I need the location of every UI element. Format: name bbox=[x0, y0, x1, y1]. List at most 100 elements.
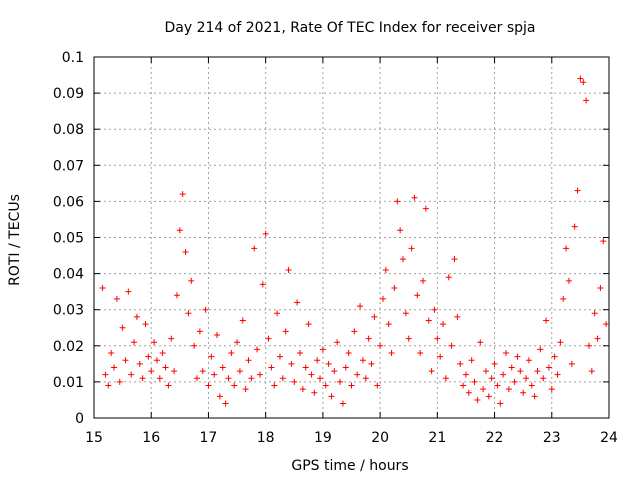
data-point bbox=[420, 277, 427, 284]
data-point bbox=[248, 375, 255, 382]
data-point bbox=[494, 382, 501, 389]
x-tick-label: 19 bbox=[314, 430, 332, 446]
data-point bbox=[199, 368, 206, 375]
data-point bbox=[534, 368, 541, 375]
y-tick-label: 0 bbox=[75, 411, 84, 427]
data-point bbox=[256, 371, 263, 378]
data-point bbox=[285, 266, 292, 273]
data-point bbox=[291, 378, 298, 385]
data-point bbox=[196, 328, 203, 335]
data-point bbox=[122, 357, 129, 364]
data-point bbox=[474, 396, 481, 403]
data-point bbox=[508, 364, 515, 371]
data-point bbox=[99, 285, 106, 292]
data-point bbox=[557, 339, 564, 346]
axis-ticks bbox=[93, 56, 610, 419]
data-point bbox=[574, 187, 581, 194]
data-point bbox=[211, 371, 218, 378]
data-point bbox=[531, 393, 538, 400]
grid bbox=[94, 57, 609, 418]
x-tick-label: 23 bbox=[543, 430, 561, 446]
data-point bbox=[254, 346, 261, 353]
data-point bbox=[445, 274, 452, 281]
data-point bbox=[368, 360, 375, 367]
data-point bbox=[179, 191, 186, 198]
data-point bbox=[297, 350, 303, 357]
x-axis-label: GPS time / hours bbox=[291, 458, 408, 474]
data-point bbox=[537, 346, 544, 353]
data-point bbox=[565, 277, 572, 284]
data-point bbox=[422, 205, 429, 212]
data-point bbox=[491, 360, 498, 367]
data-point bbox=[600, 238, 607, 245]
data-point bbox=[242, 386, 249, 393]
data-point bbox=[517, 368, 524, 375]
data-points bbox=[99, 75, 610, 407]
x-tick-label: 22 bbox=[486, 430, 504, 446]
data-point bbox=[105, 382, 112, 389]
x-tick-label: 16 bbox=[142, 430, 160, 446]
data-point bbox=[580, 79, 587, 86]
data-point bbox=[162, 364, 169, 371]
data-point bbox=[276, 353, 283, 360]
data-point bbox=[111, 364, 118, 371]
data-point bbox=[388, 350, 395, 357]
data-point bbox=[351, 328, 358, 335]
data-point bbox=[271, 382, 278, 389]
data-point bbox=[594, 335, 601, 342]
data-point bbox=[431, 306, 438, 313]
chart-title: Day 214 of 2021, Rate Of TEC Index for r… bbox=[164, 20, 535, 36]
y-tick-label: 0.07 bbox=[53, 158, 84, 174]
data-point bbox=[265, 335, 272, 342]
data-point bbox=[294, 299, 301, 306]
data-point bbox=[108, 350, 115, 357]
x-tick-label: 20 bbox=[371, 430, 389, 446]
data-point bbox=[205, 382, 212, 389]
data-point bbox=[442, 375, 449, 382]
data-point bbox=[551, 353, 558, 360]
data-point bbox=[317, 375, 324, 382]
data-point bbox=[345, 350, 352, 357]
data-point bbox=[151, 339, 158, 346]
y-tick-label: 0.01 bbox=[53, 375, 84, 391]
data-point bbox=[328, 393, 335, 400]
data-point bbox=[357, 303, 364, 310]
data-point bbox=[425, 317, 432, 324]
data-point bbox=[480, 386, 487, 393]
data-point bbox=[505, 386, 512, 393]
data-point bbox=[133, 313, 140, 320]
data-point bbox=[125, 288, 132, 295]
data-point bbox=[514, 353, 521, 360]
data-point bbox=[228, 350, 235, 357]
data-point bbox=[342, 364, 349, 371]
data-point bbox=[274, 310, 281, 317]
data-point bbox=[523, 375, 530, 382]
data-point bbox=[554, 371, 561, 378]
data-point bbox=[460, 382, 467, 389]
data-point bbox=[451, 256, 458, 263]
data-point bbox=[136, 360, 143, 367]
data-point bbox=[259, 281, 266, 288]
y-tick-label: 0.04 bbox=[53, 267, 84, 283]
data-point bbox=[282, 328, 289, 335]
data-point bbox=[385, 321, 392, 328]
data-point bbox=[322, 382, 329, 389]
data-point bbox=[156, 375, 163, 382]
data-point bbox=[185, 310, 192, 317]
data-point bbox=[468, 357, 475, 364]
data-point bbox=[334, 339, 341, 346]
data-point bbox=[597, 285, 604, 292]
data-point bbox=[560, 295, 567, 302]
data-point bbox=[465, 389, 472, 396]
data-point bbox=[540, 375, 547, 382]
data-point bbox=[359, 357, 366, 364]
data-point bbox=[311, 389, 318, 396]
data-point bbox=[379, 295, 386, 302]
data-point bbox=[116, 378, 123, 385]
data-point bbox=[511, 378, 518, 385]
data-point bbox=[525, 357, 532, 364]
data-point bbox=[585, 342, 592, 349]
data-point bbox=[245, 357, 252, 364]
x-tick-label: 24 bbox=[600, 430, 618, 446]
data-point bbox=[182, 248, 189, 255]
